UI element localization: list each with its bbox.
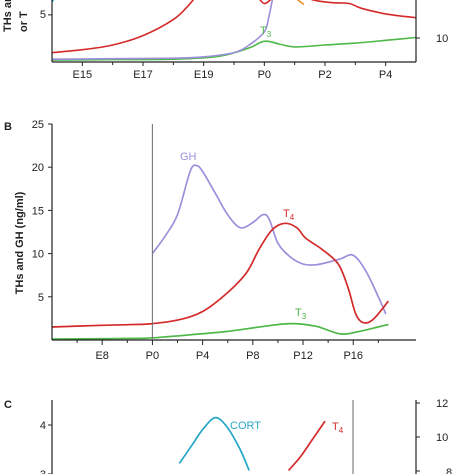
panel-a-axes [48,0,420,63]
panel-b-series [51,164,390,340]
panel-b-series-gh [151,164,387,315]
panel-c-ytick-left-4: 4 [40,420,46,432]
panel-c-ytick-right-10: 10 [436,432,448,444]
panel-a-series-t3 [51,36,417,61]
panel-a-series [51,0,417,61]
panel-a-series-orange [296,0,305,6]
panel-a-ylabel-line2: or T [18,11,30,32]
panel-c-letter: C [4,399,12,411]
panel-b-xtick-label: P16 [343,350,363,362]
panel-b-series-t3 [51,322,389,340]
panel-b-xtick-label: P0 [146,350,159,362]
panel-a-xticks: E15 E17 E19 P0 P2 P4 [73,62,392,81]
panel-c-ytick-left-3: 3 [40,469,46,474]
panel-a-xtick-label: P2 [318,69,331,81]
panel-a: THs and or T 5 10 E15 E17 E19 P0 P2 P4 T3 [2,0,448,81]
panel-b-t4-label: T4 [283,208,295,222]
panel-a-series-t4 [51,0,195,54]
panel-c: C 4 3 12 10 8 CORT T4 [4,398,452,474]
panel-b-ylabel: THs and GH (ng/ml) [14,191,26,294]
panel-a-xtick-label: E19 [194,69,214,81]
panel-b-xtick-label: E8 [95,350,108,362]
panel-b-xtick-label: P8 [246,350,259,362]
panel-a-xtick-label: E15 [73,69,93,81]
panel-b-xtick-label: P12 [293,350,313,362]
panel-b-axes [51,124,416,341]
panel-b-t3-label: T3 [295,307,307,321]
panel-a-series-gh [51,0,274,60]
panel-c-t4-label: T4 [332,421,344,435]
panel-a-xtick-label: P0 [258,69,271,81]
panel-a-ytick-left: 5 [40,9,46,21]
panel-c-series [178,416,326,472]
panel-c-cort-label: CORT [230,420,261,432]
panel-c-series-t4 [287,420,326,472]
panel-c-axes [48,400,420,474]
panel-b-xticks: E8 P0 P4 P8 P12 P16 [76,340,379,362]
panel-c-ytick-right-8: 8 [446,467,452,474]
panel-a-series-t4-peak [259,0,272,5]
panel-c-series-cort [178,416,250,471]
panel-a-xtick-label: P4 [379,69,392,81]
panel-b-series-t4 [51,222,390,328]
panel-b-ytick-label: 20 [32,162,44,174]
panel-b-ytick-label: 25 [32,119,44,131]
panel-b-ytick-label: 10 [32,249,44,261]
panel-b-ytick-label: 5 [38,292,44,304]
panel-a-series-t4-tail [310,0,417,19]
panel-b-ytick-label: 15 [32,205,44,217]
panel-c-ytick-right-12: 12 [436,398,448,410]
panel-b: B THs and GH (ng/ml) 5 10 15 20 25 E8 P0 P4 P8 P… [4,119,416,362]
panel-a-ylabel-line1: THs and [2,0,14,32]
panel-a-t3-label: T3 [260,25,272,39]
panel-b-xtick-label: P4 [196,350,209,362]
panel-a-ytick-right: 10 [436,33,448,45]
panel-a-series-cort [51,0,55,3]
panel-b-yticks: 5 10 15 20 25 [32,119,52,304]
panel-b-gh-label: GH [180,151,197,163]
panel-a-xtick-label: E17 [133,69,153,81]
panel-b-letter: B [4,121,12,133]
